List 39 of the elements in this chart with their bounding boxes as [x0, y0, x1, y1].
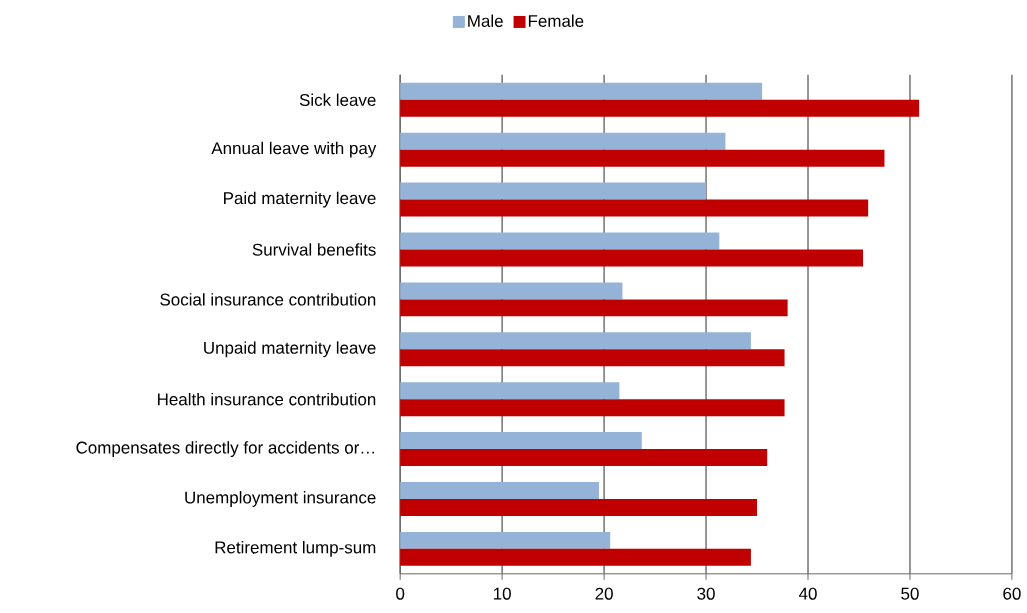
- bar: [400, 432, 642, 450]
- bar: [400, 99, 920, 117]
- bar: [400, 382, 620, 400]
- bar: [400, 82, 763, 100]
- bar: [400, 182, 707, 200]
- bar: [400, 199, 869, 217]
- legend-label: Female: [528, 14, 584, 28]
- bar: [400, 349, 785, 367]
- y-tick-label: Annual leave with pay: [211, 141, 377, 158]
- x-tick-label: 10: [493, 587, 511, 600]
- y-tick-label: Sick leave: [299, 93, 376, 107]
- y-tick-label: Survival benefits: [252, 243, 376, 256]
- bar: [400, 499, 758, 517]
- bar: [400, 482, 599, 500]
- bar: [400, 132, 726, 150]
- y-tick-label: Unemployment insurance: [185, 491, 376, 508]
- x-tick-label: 0: [396, 587, 405, 600]
- x-tick-label: 40: [798, 587, 817, 600]
- y-tick-label: Compensates directly for accidents or…: [76, 441, 374, 458]
- legend-label: Male: [468, 14, 503, 28]
- y-tick-label: Health insurance contribution: [158, 393, 376, 406]
- bar: [400, 299, 788, 317]
- bar: [400, 149, 885, 167]
- bar: [400, 532, 611, 549]
- bar: [400, 282, 623, 300]
- y-tick-label: Social insurance contribution: [160, 293, 376, 306]
- bar: [400, 232, 720, 250]
- y-tick-label: Unpaid maternity leave: [204, 341, 376, 358]
- bar: [400, 399, 785, 417]
- x-tick-label: 50: [901, 587, 919, 600]
- bar: [400, 332, 751, 350]
- x-tick-label: 30: [697, 587, 715, 600]
- bar: [400, 249, 864, 267]
- x-tick-label: 60: [1003, 587, 1021, 600]
- x-tick-label: 20: [595, 587, 613, 600]
- bar: [400, 549, 751, 566]
- y-tick-label: Paid maternity leave: [224, 191, 376, 208]
- y-tick-label: Retirement lump-sum: [215, 541, 376, 557]
- bar: [400, 449, 768, 467]
